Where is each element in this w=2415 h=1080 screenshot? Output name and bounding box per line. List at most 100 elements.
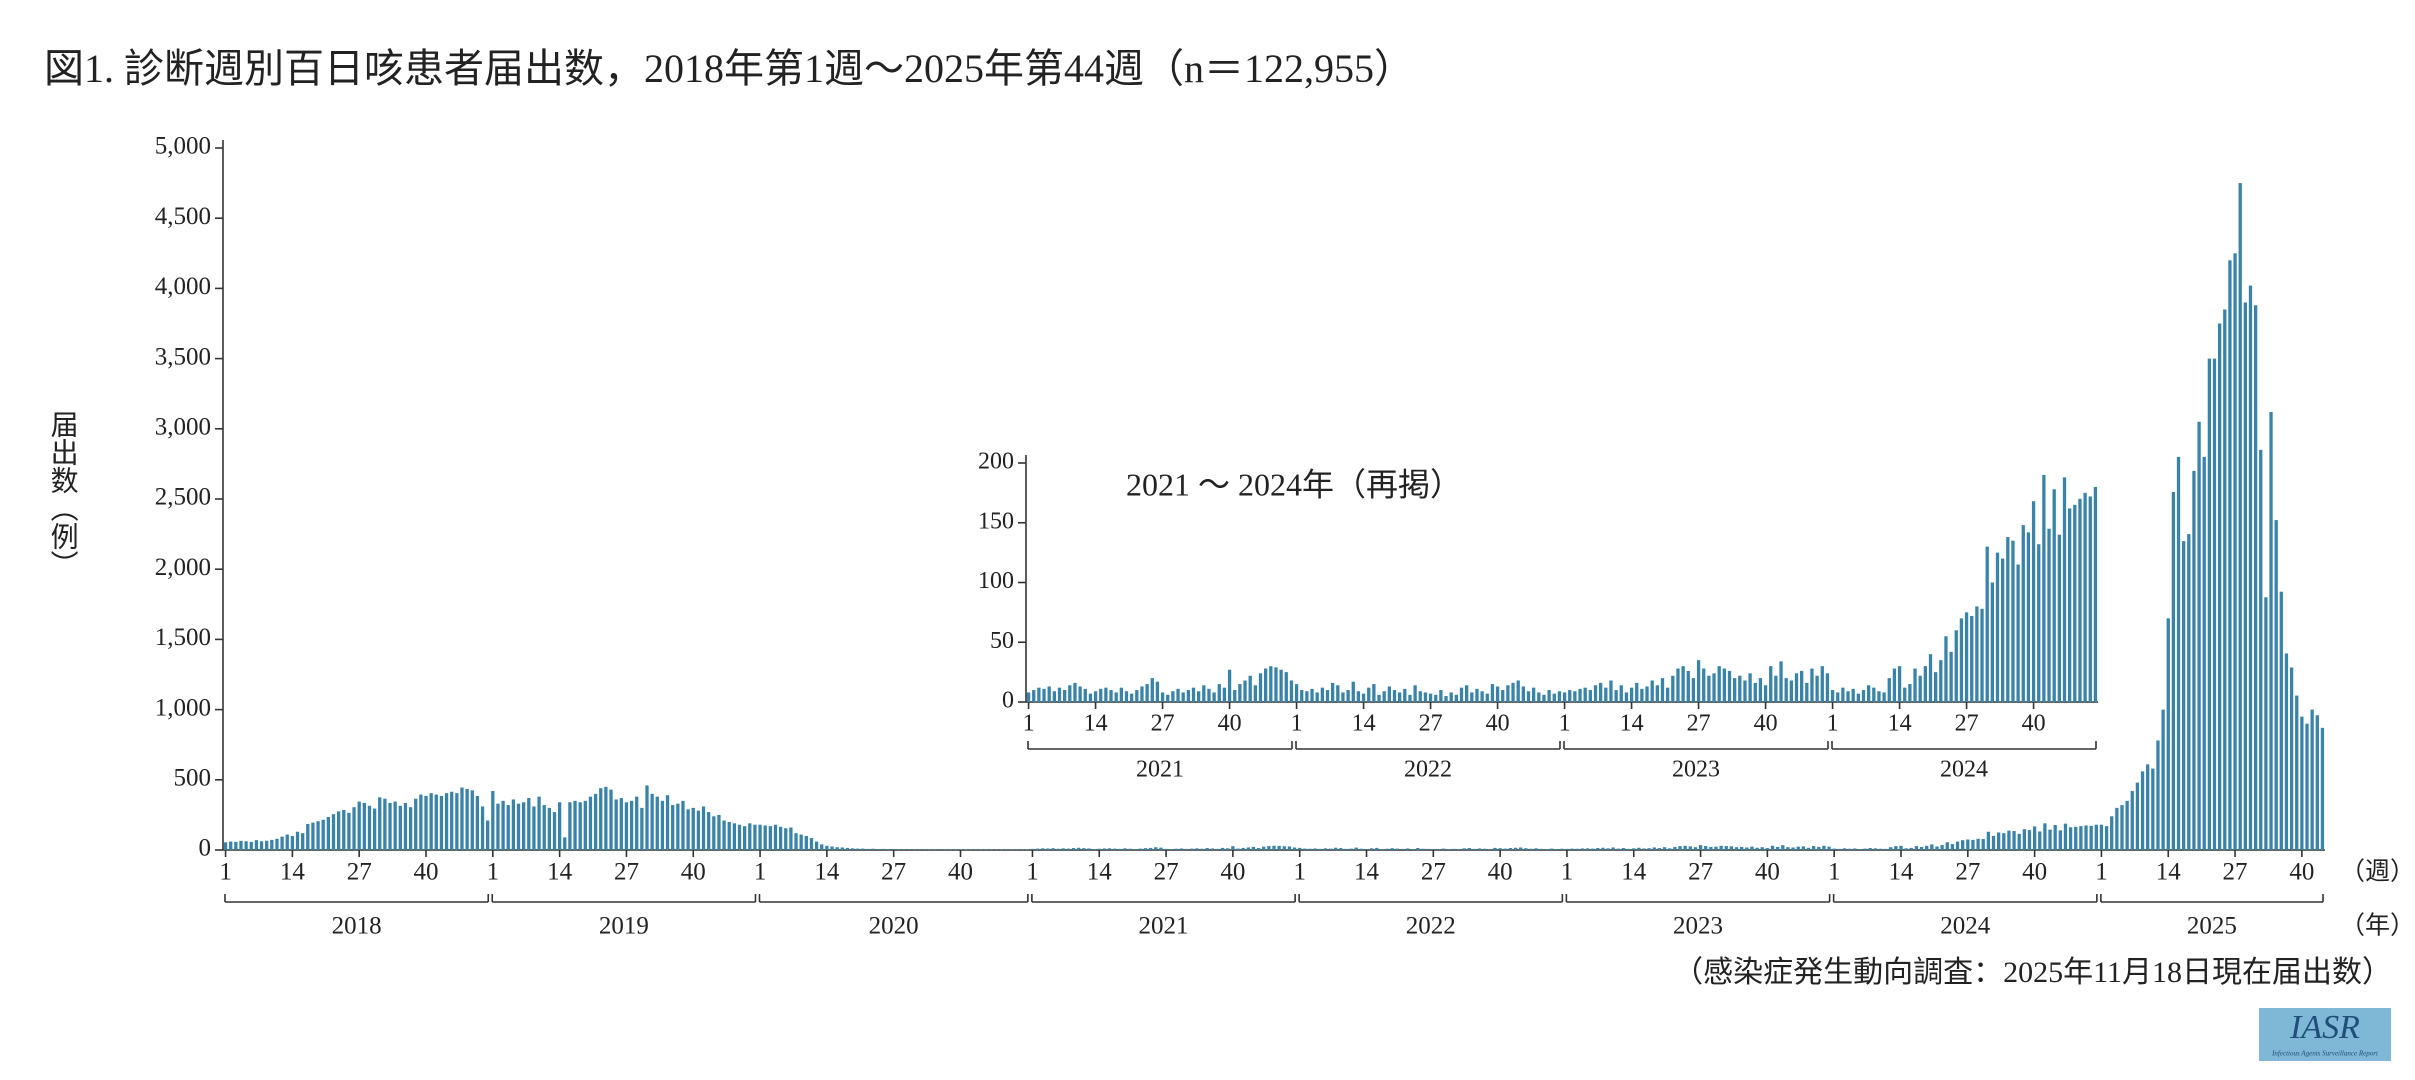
year-label: 2023 (1672, 757, 1720, 783)
bar (1477, 848, 1482, 850)
bar (306, 824, 310, 850)
bar (1894, 846, 1898, 850)
bar (1287, 846, 1292, 850)
bar (655, 796, 659, 850)
bar (244, 841, 248, 850)
bar (1346, 690, 1350, 702)
bar (1847, 848, 1852, 850)
bar (2079, 826, 2083, 850)
bar (1207, 688, 1211, 702)
year-label: 2021 (1139, 913, 1189, 940)
bar (2011, 540, 2015, 702)
bar (1601, 847, 1605, 850)
bar (1779, 661, 1783, 702)
bar (1246, 847, 1250, 850)
year-label: 2020 (869, 913, 919, 940)
bar (1763, 685, 1768, 702)
x-tick-label: 1 (1023, 711, 1035, 737)
bar (1549, 848, 1554, 850)
bar (1220, 847, 1225, 850)
bar (1205, 848, 1209, 850)
chart-title: 図1. 診断週別百日咳患者届出数，2018年第1週～2025年第44週（n＝12… (44, 46, 1414, 91)
bar (1231, 846, 1235, 850)
bar (1583, 687, 1587, 702)
bar (1431, 849, 1435, 850)
bar (1130, 693, 1134, 702)
bar (1334, 847, 1338, 850)
bar (1526, 691, 1531, 702)
bar (1640, 688, 1644, 702)
year-label: 2023 (1673, 913, 1723, 940)
bar (1480, 691, 1484, 702)
bar (1344, 848, 1348, 850)
bar (1616, 848, 1620, 850)
bar (1668, 848, 1672, 850)
bar (1949, 651, 1953, 702)
bar (1858, 849, 1862, 850)
bar (1519, 847, 1523, 850)
bar (506, 805, 510, 850)
bar (1032, 690, 1036, 702)
bar (1483, 848, 1487, 850)
bar (1222, 687, 1227, 702)
bar (414, 798, 418, 850)
bar (326, 817, 331, 850)
bar (1102, 848, 1107, 850)
bar (1776, 846, 1780, 850)
x-tick-label: 14 (547, 859, 573, 886)
bar (1434, 694, 1438, 702)
bar (676, 803, 680, 850)
bar (1300, 690, 1304, 702)
bar (907, 849, 911, 850)
bar (1676, 668, 1680, 702)
bar (434, 794, 438, 850)
bar (876, 849, 880, 850)
y-tick-label: 2,500 (155, 484, 211, 511)
bar (1521, 686, 1525, 702)
bar (2073, 504, 2077, 702)
bar (1292, 847, 1297, 850)
bar (727, 821, 731, 850)
bar (1892, 668, 1897, 702)
bar (1212, 692, 1216, 702)
x-tick-label: 14 (1352, 711, 1376, 737)
bar (1604, 687, 1608, 702)
bar (1887, 678, 1891, 702)
bar (1083, 688, 1087, 702)
bar (1169, 849, 1173, 850)
bar (475, 795, 480, 850)
bar (1652, 847, 1656, 850)
bar (1030, 848, 1035, 850)
bar (1308, 848, 1312, 850)
bar (1647, 848, 1651, 850)
bar (1441, 848, 1446, 850)
bar (2089, 825, 2093, 850)
bar (1704, 846, 1708, 850)
bar (372, 808, 377, 850)
bar (1200, 848, 1204, 850)
x-tick-label: 27 (1688, 859, 1713, 886)
bar (1981, 839, 1985, 850)
x-tick-label: 1 (1828, 859, 1841, 886)
y-tick-label: 50 (990, 628, 1014, 654)
bar (773, 824, 778, 850)
bar (542, 805, 546, 850)
y-tick-label: 200 (978, 449, 1014, 475)
bar (753, 824, 757, 850)
bar (1061, 848, 1065, 850)
bar (1118, 848, 1122, 850)
bar (1233, 690, 1237, 702)
x-tick-label: 14 (2156, 859, 2182, 886)
bar (1114, 692, 1118, 702)
bar (1010, 849, 1014, 850)
bar (1568, 690, 1572, 702)
bar (1882, 692, 1886, 702)
bar (1836, 692, 1840, 702)
bar (511, 799, 516, 850)
bar (1724, 846, 1728, 850)
bar (2078, 498, 2082, 702)
bar (835, 847, 839, 850)
bar (1238, 684, 1242, 702)
bar (1832, 848, 1836, 850)
bar (1303, 848, 1307, 850)
